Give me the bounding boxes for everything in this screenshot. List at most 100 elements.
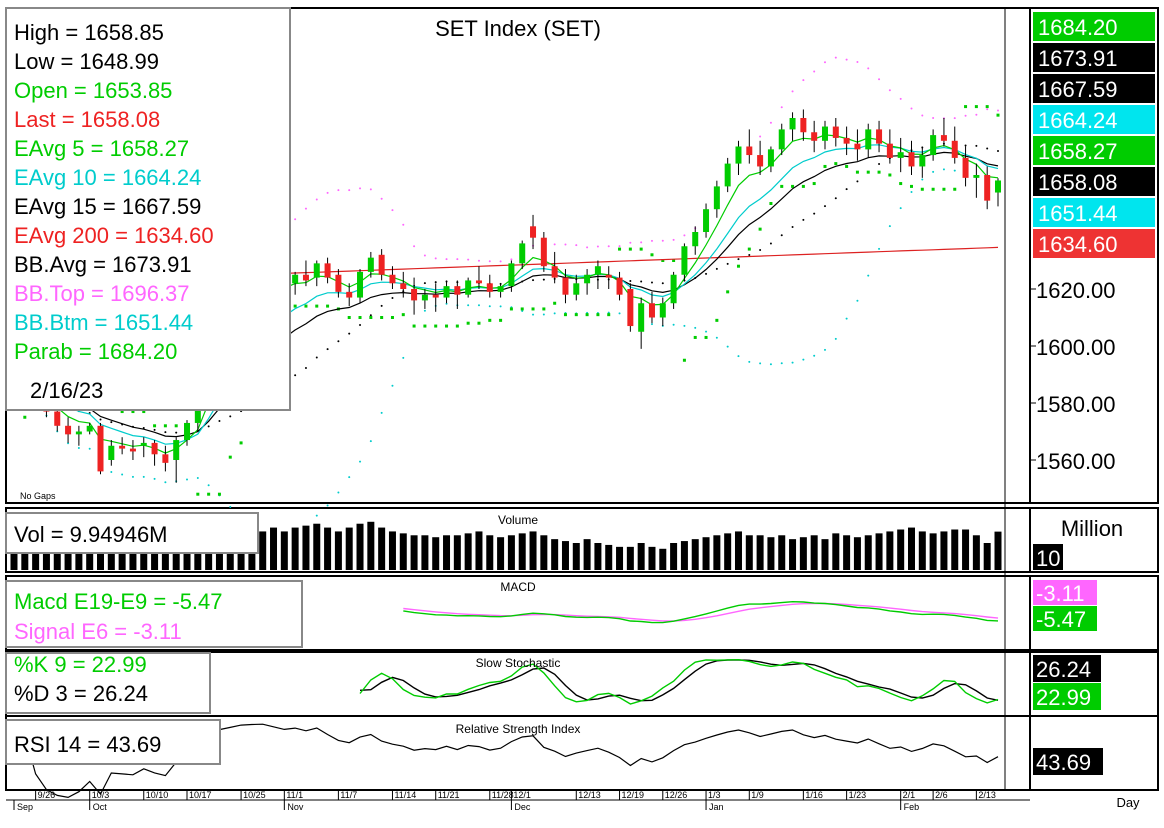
macd-signal-line <box>403 602 999 622</box>
parabolic-sar-dot <box>585 313 589 317</box>
parabolic-sar-dot <box>23 415 27 419</box>
stochastic-right-label: 26.24 <box>1036 657 1091 682</box>
bollinger-bottom-dot <box>445 302 448 305</box>
volume-bar <box>291 527 299 570</box>
volume-bar <box>97 543 105 570</box>
candle-body <box>821 126 828 141</box>
right-price-label-bg <box>1033 198 1155 227</box>
bollinger-bottom-dot <box>769 363 772 366</box>
volume-bar <box>605 544 613 570</box>
bollinger-bottom-dot <box>337 491 340 494</box>
bollinger-avg-dot <box>813 212 816 215</box>
bollinger-top-dot <box>780 106 783 109</box>
candle-body <box>670 274 677 304</box>
bollinger-bottom-dot <box>650 323 653 326</box>
bollinger-bottom-dot <box>423 309 426 312</box>
volume-bar <box>107 544 115 570</box>
x-tick-label: 1/3 <box>708 790 721 800</box>
bollinger-bottom-dot <box>553 312 556 315</box>
bollinger-bottom-dot <box>110 470 113 473</box>
no-gaps-label: No Gaps <box>20 491 56 501</box>
volume-bar <box>280 531 288 570</box>
volume-bar <box>421 535 429 570</box>
volume-bar <box>151 543 159 570</box>
bollinger-top-dot <box>672 238 675 241</box>
volume-bar <box>21 544 29 570</box>
volume-bar <box>205 541 213 570</box>
month-label: Jan <box>709 802 724 812</box>
parabolic-sar-dot <box>217 492 221 496</box>
candle-body <box>108 445 115 460</box>
parabolic-sar-dot <box>207 492 211 496</box>
volume-bar <box>64 546 72 570</box>
volume-bar <box>32 546 40 570</box>
bollinger-avg-dot <box>661 282 664 285</box>
x-period-label: Day <box>1116 795 1140 810</box>
right-price-label: 1651.44 <box>1038 201 1118 226</box>
stoch-k-readout: %K 9 = 22.99 <box>14 652 147 677</box>
info-ema15: EAvg 15 = 1667.59 <box>14 194 201 219</box>
candle-body <box>832 126 839 138</box>
bollinger-avg-dot <box>380 304 383 307</box>
bollinger-avg-dot <box>986 147 989 150</box>
x-tick-label: 11/14 <box>394 790 416 800</box>
volume-bar <box>53 546 61 570</box>
bollinger-bottom-dot <box>834 337 837 340</box>
volume-bar <box>183 546 191 570</box>
parabolic-sar-dot <box>845 164 849 168</box>
right-price-label: 1658.27 <box>1038 139 1118 164</box>
bollinger-bottom-dot <box>488 305 491 308</box>
volume-bar <box>929 533 937 570</box>
bollinger-avg-dot <box>315 356 318 359</box>
bollinger-top-dot <box>337 189 340 192</box>
candle-body <box>551 266 558 278</box>
bollinger-bottom-dot <box>348 476 351 479</box>
parabolic-sar-dot <box>780 184 784 188</box>
bollinger-avg-dot <box>997 150 999 153</box>
bollinger-avg-dot <box>359 324 362 327</box>
candle-body <box>540 237 547 267</box>
rsi-readout: RSI 14 = 43.69 <box>14 732 161 757</box>
x-tick-label: 9/26 <box>38 790 56 800</box>
bollinger-avg-dot <box>780 234 783 237</box>
candle-body <box>789 118 796 130</box>
candle-body <box>746 146 753 156</box>
right-price-label-bg <box>1033 43 1155 72</box>
volume-bar <box>540 535 548 570</box>
bollinger-avg-dot <box>337 340 340 343</box>
macd-readout-box: Macd E19-E9 = -5.47 Signal E6 = -3.11 <box>5 580 303 648</box>
volume-bar <box>561 541 569 570</box>
volume-bar <box>843 535 851 570</box>
candle-body <box>313 263 320 278</box>
volume-bar <box>918 531 926 570</box>
candle-body <box>378 254 385 275</box>
volume-bar <box>637 543 645 570</box>
candle-body <box>757 155 764 167</box>
bollinger-bottom-dot <box>532 313 535 316</box>
parabolic-sar-dot <box>477 321 481 325</box>
x-tick-label: 10/3 <box>92 790 110 800</box>
macd-readout: Macd E19-E9 = -5.47 <box>14 589 223 614</box>
x-tick-label: 10/25 <box>243 790 266 800</box>
bollinger-top-dot <box>348 189 351 192</box>
volume-bar <box>799 537 807 570</box>
month-label: Oct <box>93 802 108 812</box>
candle-body <box>367 257 374 272</box>
candle-body <box>530 226 537 238</box>
bollinger-top-dot <box>380 197 383 200</box>
parabolic-sar-dot <box>931 187 935 191</box>
candle-body <box>302 274 309 281</box>
parabolic-sar-dot <box>942 187 946 191</box>
bollinger-top-dot <box>661 239 664 242</box>
candle-body <box>335 274 342 292</box>
bollinger-bottom-dot <box>186 478 189 481</box>
bollinger-avg-dot <box>294 374 297 377</box>
right-price-label-bg <box>1033 105 1155 134</box>
bollinger-top-dot <box>510 258 513 261</box>
volume-bar <box>756 535 764 570</box>
parabolic-sar-dot <box>142 410 146 414</box>
x-tick-label: 2/6 <box>935 790 948 800</box>
parabolic-sar-dot <box>920 187 924 191</box>
bollinger-bottom-dot <box>207 484 210 487</box>
candle-body <box>573 283 580 295</box>
